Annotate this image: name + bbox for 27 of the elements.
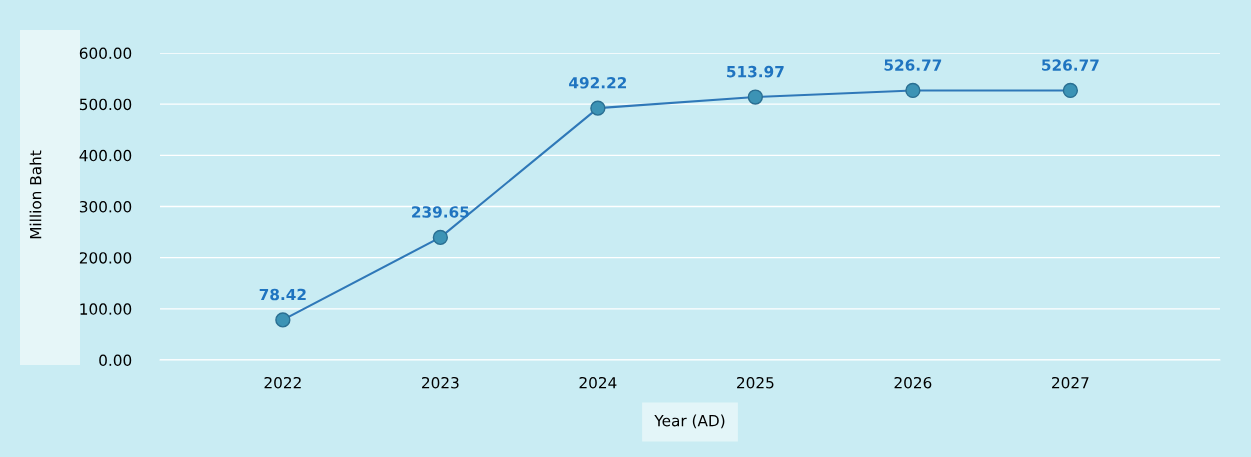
y-tick-label: 400.00 xyxy=(79,149,132,162)
data-label: 492.22 xyxy=(569,76,627,89)
x-axis-title: Year (AD) xyxy=(654,414,725,429)
x-tick-label: 2022 xyxy=(264,376,301,389)
y-tick-label: 0.00 xyxy=(99,354,132,367)
point xyxy=(590,100,606,116)
x-tick-label: 2025 xyxy=(737,376,774,389)
point xyxy=(1062,82,1079,99)
x-tick-label: 2023 xyxy=(422,376,459,389)
data-label: 78.42 xyxy=(259,288,306,301)
data-label: 513.97 xyxy=(727,65,784,78)
x-tick-label: 2026 xyxy=(894,376,932,389)
y-tick-label: 100.00 xyxy=(80,303,132,315)
point xyxy=(432,229,448,246)
data-label: 526.77 xyxy=(884,59,942,71)
point xyxy=(905,82,921,99)
y-tick-label: 600.00 xyxy=(79,47,132,60)
data-label: 526.77 xyxy=(1042,59,1099,71)
y-tick-label: 200.00 xyxy=(79,252,132,264)
point xyxy=(747,89,764,105)
point xyxy=(275,312,291,328)
x-tick-label: 2024 xyxy=(579,376,617,389)
y-axis-title: Million Baht xyxy=(29,150,42,239)
x-tick-label: 2027 xyxy=(1052,376,1089,389)
y-tick-label: 500.00 xyxy=(79,98,132,111)
data-label: 239.65 xyxy=(412,206,469,218)
y-tick-label: 300.00 xyxy=(79,200,132,213)
